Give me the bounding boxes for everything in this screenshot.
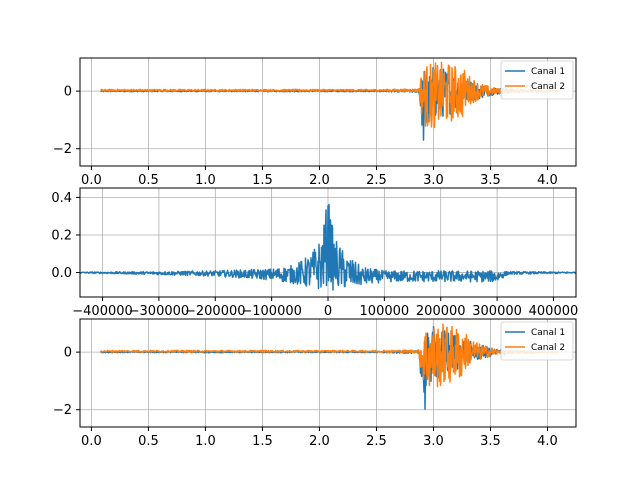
series-line-2 — [100, 61, 559, 129]
x-tick-label: −100000 — [241, 304, 302, 319]
x-tick-label: 300000 — [472, 304, 522, 319]
axes-frame — [79, 57, 577, 167]
series-line-2 — [99, 323, 559, 388]
x-tick-label: 3.0 — [423, 173, 444, 188]
legend-label: Canal 2 — [531, 343, 565, 353]
x-tick-label: 3.0 — [423, 434, 444, 449]
y-tick-label: 0.2 — [51, 228, 72, 243]
x-tick-label: −300000 — [129, 304, 190, 319]
x-tick-label: 1.0 — [195, 434, 216, 449]
legend-label: Canal 1 — [531, 67, 565, 77]
y-tick-label: 0.4 — [51, 191, 72, 206]
x-tick-label: 0.0 — [81, 173, 102, 188]
x-tick-label: 2.0 — [309, 434, 330, 449]
x-tick-label: 0.0 — [81, 434, 102, 449]
legend: Canal 1 Canal 2 — [500, 60, 574, 100]
x-tick-label: 1.5 — [252, 173, 273, 188]
x-tick-label: 1.0 — [195, 173, 216, 188]
x-tick-label: 2.5 — [366, 434, 387, 449]
plot-area — [100, 61, 560, 141]
plot-area — [80, 203, 576, 291]
plot-area — [99, 323, 560, 410]
chart-panel-2: −400000−300000−200000−100000 0 100000 20000… — [51, 187, 579, 319]
legend-label: Canal 2 — [531, 82, 565, 92]
x-tick-label: −400000 — [72, 304, 133, 319]
axes-frame — [79, 318, 577, 428]
x-tick-label: 2.5 — [366, 173, 387, 188]
x-tick-label: 4.0 — [537, 434, 558, 449]
y-tick-label: −2 — [53, 403, 72, 418]
x-tick-label: 400000 — [529, 304, 579, 319]
x-tick-label: 100000 — [360, 304, 410, 319]
x-tick-label: 3.5 — [480, 434, 501, 449]
x-tick-label: 0.5 — [138, 434, 159, 449]
y-tick-label: 0 — [64, 346, 72, 361]
legend: Canal 1 Canal 2 — [500, 321, 574, 361]
x-tick-label: 0 — [324, 304, 332, 319]
y-tick-label: −2 — [53, 142, 72, 157]
x-tick-label: −200000 — [185, 304, 246, 319]
x-tick-label: 0.5 — [138, 173, 159, 188]
x-tick-label: 200000 — [416, 304, 466, 319]
legend-label: Canal 1 — [531, 328, 565, 338]
series-line-1 — [80, 203, 576, 291]
x-tick-label: 1.5 — [252, 434, 273, 449]
y-tick-label: 0.0 — [51, 266, 72, 281]
x-tick-label: 4.0 — [537, 173, 558, 188]
y-tick-label: 0 — [64, 85, 72, 100]
x-tick-label: 2.0 — [309, 173, 330, 188]
x-tick-label: 3.5 — [480, 173, 501, 188]
